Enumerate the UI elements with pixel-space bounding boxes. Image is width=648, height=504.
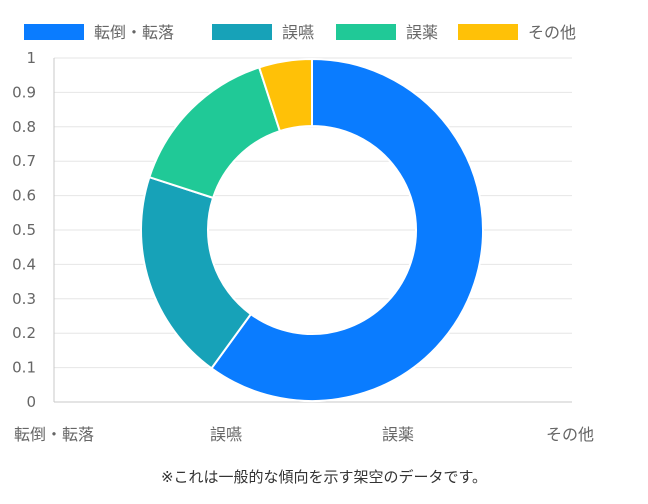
legend-swatch xyxy=(24,24,84,40)
y-tick-label: 0.2 xyxy=(12,324,36,342)
legend-label: 転倒・転落 xyxy=(94,23,174,42)
y-tick-label: 0.6 xyxy=(12,187,36,205)
legend-item[interactable]: 誤嚥 xyxy=(212,23,314,42)
y-tick-label: 0.4 xyxy=(12,255,36,273)
donut-slice-1 xyxy=(210,57,484,402)
y-axis-ticks: 0 0.1 0.2 0.3 0.4 0.5 0.6 0.7 0.8 0.9 1 xyxy=(12,49,36,411)
y-tick-label: 0.5 xyxy=(12,221,36,239)
y-tick-label: 0.1 xyxy=(12,359,36,377)
x-category-label: その他 xyxy=(546,425,594,444)
legend-item[interactable]: 誤薬 xyxy=(336,23,438,42)
x-category-label: 転倒・転落 xyxy=(14,425,94,444)
footnote: ※これは一般的な傾向を示す架空のデータです。 xyxy=(160,468,488,486)
y-tick-label: 0.3 xyxy=(12,290,36,308)
legend: 転倒・転落 誤嚥 誤薬 その他 xyxy=(24,23,576,42)
y-tick-label: 0 xyxy=(26,393,36,411)
legend-item[interactable]: その他 xyxy=(458,23,576,42)
x-category-label: 誤薬 xyxy=(382,425,414,444)
y-tick-label: 0.8 xyxy=(12,118,36,136)
legend-swatch xyxy=(336,24,396,40)
legend-item[interactable]: 転倒・転落 xyxy=(24,23,174,42)
legend-label: その他 xyxy=(528,23,576,42)
legend-label: 誤嚥 xyxy=(282,23,314,42)
y-tick-label: 0.9 xyxy=(12,83,36,101)
legend-swatch xyxy=(458,24,518,40)
donut-slices xyxy=(140,57,484,402)
x-category-label: 誤嚥 xyxy=(210,425,242,444)
donut-slice-4 xyxy=(257,57,313,133)
legend-swatch xyxy=(212,24,272,40)
y-tick-label: 0.7 xyxy=(12,152,36,170)
y-tick-label: 1 xyxy=(26,49,36,67)
x-axis-category-labels: 転倒・転落 誤嚥 誤薬 その他 xyxy=(14,425,594,444)
donut-slice-3 xyxy=(148,66,282,200)
legend-label: 誤薬 xyxy=(406,23,438,42)
